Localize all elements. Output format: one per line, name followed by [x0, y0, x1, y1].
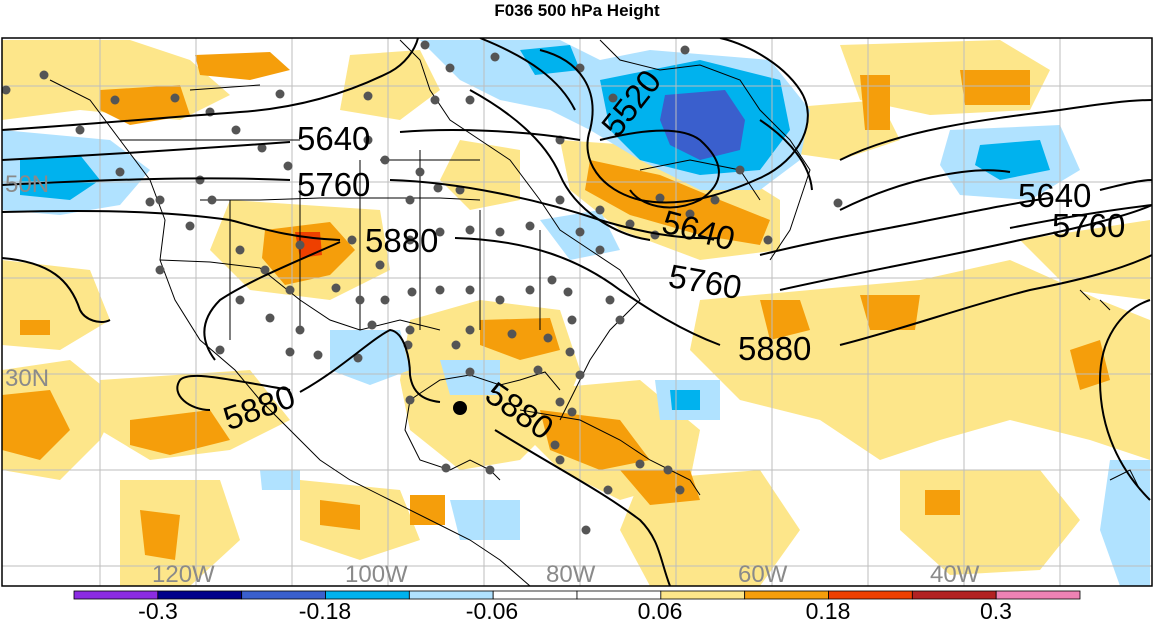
contour-label: 5640 — [1018, 177, 1091, 214]
center-point — [453, 401, 467, 415]
contour-label: 5880 — [365, 222, 438, 259]
colorbar-tick-label: 0.06 — [638, 598, 683, 622]
colorbar-labels: -0.3 -0.18 -0.06 0.06 0.18 0.3 — [138, 598, 1012, 622]
lon-label-40w: 40W — [930, 561, 980, 588]
lon-label-120w: 120W — [152, 561, 215, 588]
contour-label: 5760 — [666, 257, 745, 306]
colorbar — [73, 590, 1081, 600]
anomaly-shading — [2, 40, 1150, 586]
lon-label-80w: 80W — [546, 561, 596, 588]
height-contours — [2, 38, 1152, 586]
colorbar-tick-label: 0.3 — [980, 598, 1012, 622]
map-frame — [1, 37, 1153, 587]
colorbar-tick-label: -0.18 — [299, 598, 351, 622]
lon-label-100w: 100W — [345, 561, 408, 588]
colorbar-tick-label: -0.3 — [138, 598, 178, 622]
graticule — [2, 38, 1152, 586]
colorbar-tick-label: 0.18 — [806, 598, 851, 622]
lat-label-30n: 30N — [5, 365, 49, 392]
map-title: F036 500 hPa Height — [494, 1, 660, 20]
station-dots — [1, 40, 843, 535]
colorbar-tick-label: -0.06 — [466, 598, 518, 622]
contour-label: 5760 — [297, 166, 370, 203]
contour-label: 5760 — [1052, 207, 1125, 244]
contour-label: 5640 — [297, 120, 370, 157]
contour-label: 5880 — [738, 330, 811, 367]
lat-label-50n: 50N — [5, 171, 49, 198]
colorbar-swatch — [995, 590, 1081, 600]
lon-label-60w: 60W — [738, 561, 788, 588]
